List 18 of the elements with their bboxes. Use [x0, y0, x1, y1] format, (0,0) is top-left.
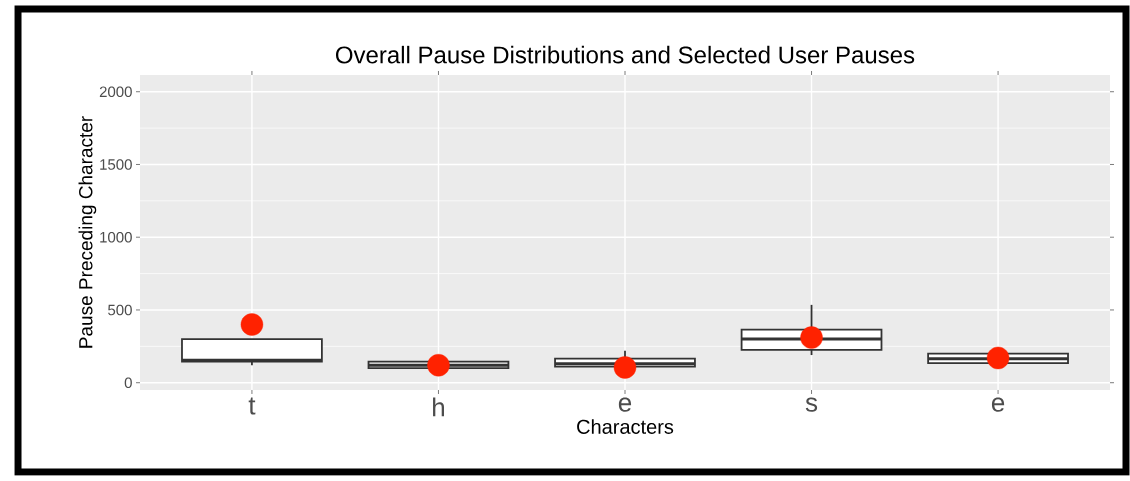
- point: [427, 354, 450, 377]
- y-tick-label: 1000: [100, 231, 132, 243]
- x-tick-label: h: [433, 397, 444, 417]
- point: [240, 313, 264, 336]
- x-axis-title: Characters: [577, 419, 674, 434]
- x-tick-label: t: [248, 397, 256, 415]
- x-tick-label: s: [805, 397, 818, 412]
- y-axis-title: Pause Preceding Character: [78, 116, 97, 348]
- chart-title: Overall Pause Distributions and Selected User Pauses: [335, 45, 915, 64]
- y-tick-label: 0: [124, 377, 132, 389]
- y-tick-label: 1500: [100, 159, 132, 170]
- x-tick-label: e: [618, 397, 632, 412]
- y-tick-label: 500: [108, 304, 132, 316]
- point: [800, 326, 823, 349]
- y-tick-label: 2000: [99, 86, 132, 98]
- x-tick-label: e: [991, 397, 1005, 412]
- point: [613, 356, 637, 379]
- point: [986, 346, 1010, 370]
